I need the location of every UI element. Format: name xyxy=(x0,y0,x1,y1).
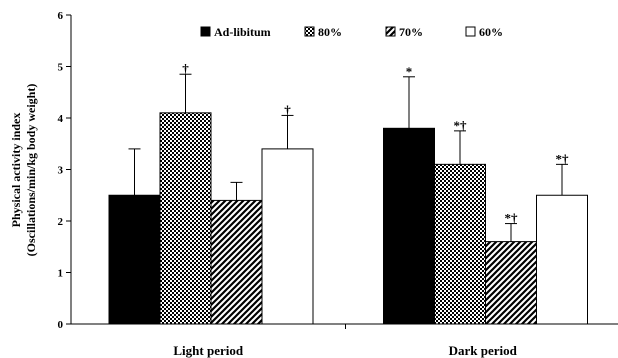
error-bars xyxy=(128,73,568,242)
bar-70-light-period xyxy=(210,199,263,325)
x-category-label-dark-period: Dark period xyxy=(449,343,518,358)
y-tick-label-3: 3 xyxy=(58,165,64,177)
legend-label-70: 70% xyxy=(399,25,423,39)
annotation-60-dark-period: *† xyxy=(556,151,570,166)
x-category-label-light-period: Light period xyxy=(173,343,243,358)
bar-70-dark-period xyxy=(485,241,537,325)
legend-swatch-70 xyxy=(385,26,396,37)
legend-swatch-60 xyxy=(465,26,476,37)
annotation-70-dark-period: *† xyxy=(505,211,519,226)
annotation-ad-libitum-dark-period: * xyxy=(406,64,413,79)
legend-swatch-ad-libitum xyxy=(200,26,211,37)
annotation-60-light-period: † xyxy=(284,102,291,117)
bar-60-light-period xyxy=(261,148,314,325)
legend-swatch-80 xyxy=(304,26,315,37)
legend-label-ad-libitum: Ad-libitum xyxy=(214,25,271,39)
annotation-80-light-period: † xyxy=(182,61,189,76)
bars xyxy=(108,112,588,325)
y-tick-label-4: 4 xyxy=(58,113,64,125)
y-tick-label-0: 0 xyxy=(58,319,64,331)
annotation-80-dark-period: *† xyxy=(454,118,468,133)
y-axis: 0 1 2 3 4 5 6 xyxy=(58,10,71,331)
y-axis-title: Physical activity index (Oscillations/mi… xyxy=(9,84,38,257)
y-tick-label-5: 5 xyxy=(58,62,64,74)
bar-80-dark-period xyxy=(434,163,486,325)
y-axis-title-line-2: (Oscillations/min/kg body weight) xyxy=(24,84,38,257)
legend: Ad-libitum 80% 70% 60% xyxy=(200,25,503,39)
bar-ad-libitum-light-period xyxy=(108,194,161,325)
bar-60-dark-period xyxy=(536,194,588,325)
x-axis: Light period Dark period xyxy=(173,324,518,358)
bar-80-light-period xyxy=(159,112,212,325)
y-tick-label-6: 6 xyxy=(58,10,64,22)
significance-annotations: † † * *† *† *† xyxy=(182,61,569,225)
bar-ad-libitum-dark-period xyxy=(383,127,435,325)
legend-label-80: 80% xyxy=(318,25,342,39)
y-axis-title-line-1: Physical activity index xyxy=(9,113,23,228)
y-tick-label-2: 2 xyxy=(58,216,64,228)
legend-label-60: 60% xyxy=(479,25,503,39)
y-tick-label-1: 1 xyxy=(58,268,64,280)
